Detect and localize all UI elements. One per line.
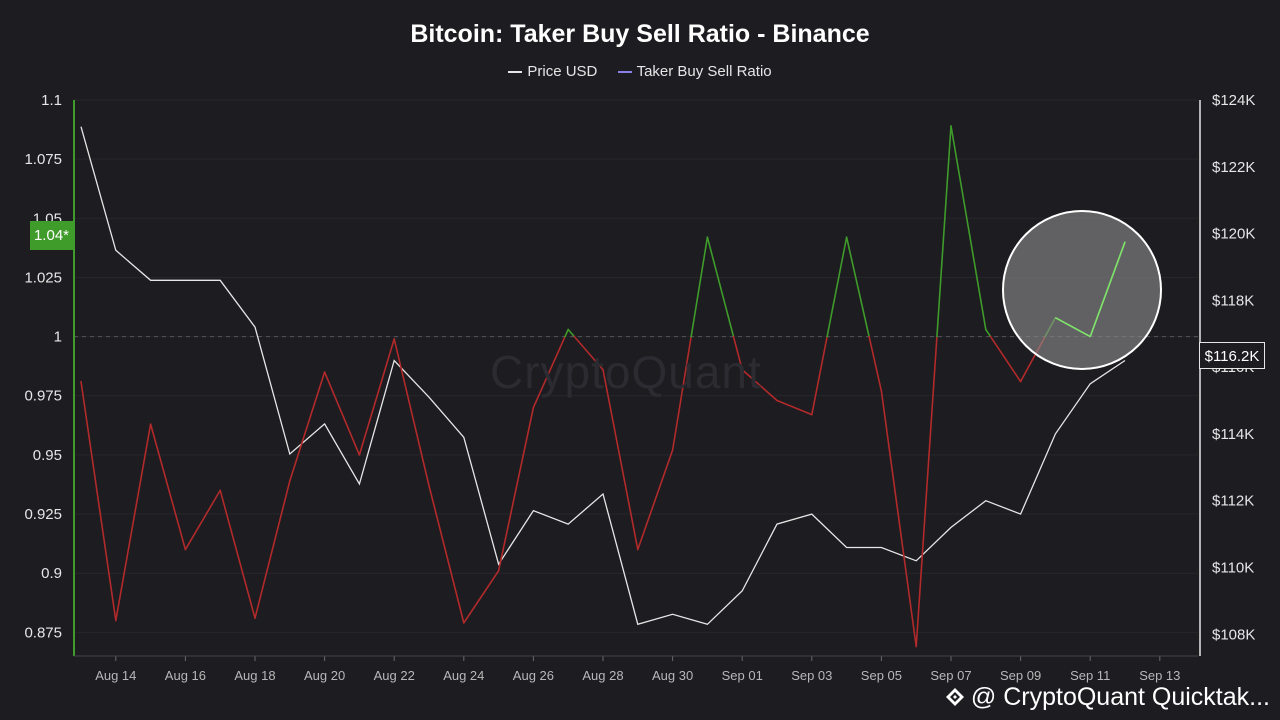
- y-right-tick: $112K: [1212, 493, 1254, 510]
- y-right-tick: $124K: [1212, 92, 1255, 109]
- ratio-segment: [915, 335, 938, 648]
- cryptoquant-logo-icon: [945, 688, 964, 706]
- y-right-tick: $108K: [1212, 626, 1255, 643]
- price-usd-series: [80, 126, 1126, 626]
- ratio-segment: [532, 335, 566, 409]
- ratio-segment: [950, 125, 987, 331]
- legend[interactable]: Price USD Taker Buy Sell Ratio: [0, 63, 1280, 80]
- y-left-tick: 1: [54, 329, 62, 346]
- y-right-tick: $110K: [1212, 560, 1254, 577]
- taker-buy-sell-ratio-series: [80, 125, 1126, 648]
- ratio-segment: [690, 236, 709, 338]
- ratio-segment: [219, 489, 256, 619]
- highlight-circle: [1002, 210, 1162, 370]
- ratio-segment: [810, 335, 828, 416]
- chart-title: Bitcoin: Taker Buy Sell Ratio - Binance: [410, 20, 870, 48]
- current-ratio-badge: 1.04*: [30, 221, 73, 250]
- x-tick: Aug 26: [513, 668, 554, 683]
- x-tick: Aug 18: [234, 668, 275, 683]
- legend-item-price[interactable]: Price USD: [508, 63, 597, 80]
- y-left-tick: 0.975: [24, 388, 62, 405]
- y-right-tick: $118K: [1212, 292, 1254, 309]
- axes: [73, 100, 1201, 661]
- y-left-tick: 0.875: [24, 624, 62, 641]
- x-tick: Sep 01: [722, 668, 763, 683]
- highlight-circle-shape: [1002, 210, 1162, 370]
- ratio-segment: [323, 371, 361, 456]
- ratio-segment: [462, 570, 500, 624]
- legend-item-ratio[interactable]: Taker Buy Sell Ratio: [617, 63, 772, 80]
- ratio-segment-highlighted: [1089, 241, 1126, 337]
- legend-label-price: Price USD: [527, 63, 598, 80]
- x-tick: Aug 14: [95, 668, 136, 683]
- ratio-segment: [776, 399, 813, 416]
- y-left-tick: 0.95: [33, 447, 62, 464]
- ratio-segment: [826, 236, 848, 338]
- legend-label-ratio: Taker Buy Sell Ratio: [636, 63, 772, 80]
- ratio-segment: [741, 368, 778, 402]
- x-tick: Aug 30: [652, 668, 693, 683]
- current-price-badge: $116.2K: [1199, 342, 1265, 369]
- y-left-tick: 1.1: [41, 92, 62, 109]
- x-tick: Aug 22: [374, 668, 415, 683]
- ratio-segment: [288, 371, 326, 482]
- ratio-segment: [936, 125, 952, 338]
- y-right-tick: $114K: [1212, 426, 1254, 443]
- ratio-segment: [671, 335, 692, 451]
- ratio-segment: [80, 380, 117, 622]
- x-tick: Sep 13: [1139, 668, 1180, 683]
- ratio-segment: [984, 328, 992, 338]
- ratio-segment: [567, 328, 576, 338]
- ratio-segment: [868, 335, 883, 392]
- ratio-segment: [149, 423, 187, 551]
- x-tick: Sep 05: [861, 668, 902, 683]
- y-left-tick: 0.9: [41, 565, 62, 582]
- price-line: [80, 126, 1126, 626]
- ratio-segment: [706, 236, 735, 338]
- brand-label: @ CryptoQuant Quicktak...: [945, 683, 1270, 712]
- ratio-segment: [989, 335, 1022, 383]
- x-tick: Aug 28: [582, 668, 623, 683]
- x-tick: Sep 03: [791, 668, 832, 683]
- x-tick: Sep 07: [930, 668, 971, 683]
- ratio-segment: [184, 489, 221, 551]
- x-tick: Aug 16: [165, 668, 206, 683]
- ratio-segment: [115, 423, 152, 622]
- x-tick: Sep 09: [1000, 668, 1041, 683]
- ratio-segment: [497, 406, 535, 572]
- ratio-segment: [636, 449, 674, 551]
- x-tick: Aug 24: [443, 668, 484, 683]
- ratio-segment: [845, 236, 870, 338]
- ratio-segment: [358, 338, 396, 456]
- ratio-segment: [428, 484, 465, 624]
- ratio-segment: [573, 335, 604, 371]
- ratio-segment: [564, 328, 570, 338]
- y-left-tick: 1.025: [24, 269, 62, 286]
- ratio-segment: [880, 390, 918, 648]
- ratio-segment: [393, 338, 430, 487]
- y-left-tick: 0.925: [24, 506, 62, 523]
- ratio-segment: [732, 335, 744, 371]
- y-right-tick: $122K: [1212, 159, 1255, 176]
- ratio-segment: [602, 368, 639, 551]
- watermark: CryptoQuant: [490, 346, 762, 398]
- ratio-swatch: [617, 71, 632, 74]
- y-right-tick-labels: $124K$122K$120K$118K$116K$114K$112K$110K…: [1212, 92, 1255, 643]
- brand-text: @ CryptoQuant Quicktak...: [970, 683, 1270, 711]
- x-tick-labels: Aug 14 Aug 16 Aug 18 Aug 20 Aug 22 Aug 24 Aug …: [95, 668, 1180, 683]
- x-tick: Sep 11: [1070, 668, 1110, 683]
- x-tick: Aug 20: [304, 668, 345, 683]
- y-left-tick: 1.075: [24, 151, 62, 168]
- ratio-segment: [254, 480, 291, 619]
- y-right-tick: $120K: [1212, 226, 1255, 243]
- price-swatch: [508, 71, 523, 74]
- ratio-segment-highlighted: [1055, 316, 1091, 338]
